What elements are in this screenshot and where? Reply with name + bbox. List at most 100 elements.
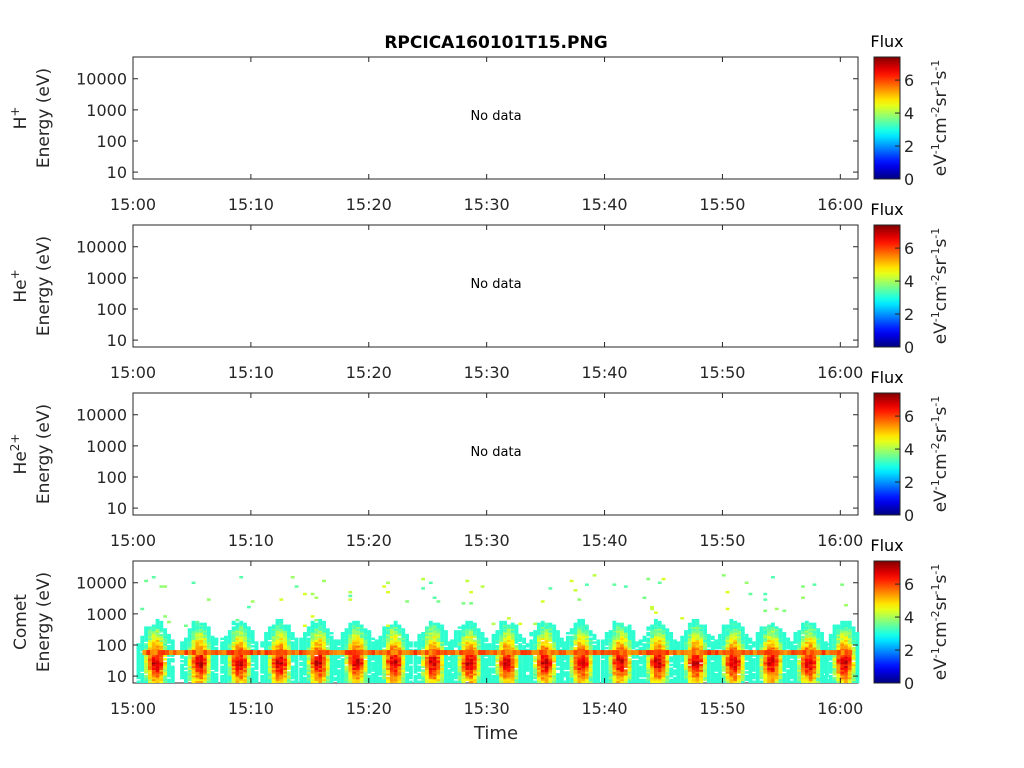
flux-cell bbox=[224, 663, 228, 667]
flux-cell bbox=[187, 656, 192, 659]
flux-cell bbox=[552, 667, 557, 670]
flux-cell bbox=[588, 639, 593, 642]
flux-cell bbox=[413, 667, 418, 670]
flux-cell bbox=[684, 631, 688, 635]
flux-cell bbox=[623, 680, 628, 683]
flux-cell bbox=[695, 645, 700, 648]
flux-cell bbox=[748, 674, 753, 678]
flux-cell bbox=[480, 646, 485, 650]
flux-cell bbox=[569, 671, 574, 674]
flux-cell bbox=[778, 635, 783, 639]
flux-cell bbox=[170, 648, 175, 652]
flux-cell bbox=[789, 676, 794, 680]
flux-cell bbox=[440, 656, 445, 659]
flux-cell bbox=[533, 639, 538, 642]
x-tick-label: 15:10 bbox=[228, 531, 274, 550]
flux-cell bbox=[246, 658, 251, 661]
flux-cell bbox=[444, 671, 448, 674]
flux-cell bbox=[518, 680, 523, 683]
flux-cell bbox=[740, 658, 745, 661]
flux-cell bbox=[669, 637, 674, 641]
flux-cell bbox=[646, 626, 651, 629]
flux-cell bbox=[548, 654, 553, 657]
flux-cell bbox=[665, 639, 670, 642]
flux-cell bbox=[428, 637, 433, 641]
flux-cell bbox=[183, 641, 188, 644]
x-tick-label: 15:30 bbox=[464, 363, 510, 382]
flux-cell bbox=[271, 641, 276, 644]
flux-cell bbox=[159, 659, 164, 663]
flux-cell bbox=[684, 658, 688, 661]
flux-cell bbox=[203, 645, 207, 648]
flux-cell bbox=[356, 639, 360, 642]
flux-cell bbox=[537, 665, 541, 669]
flux-cell bbox=[596, 659, 601, 663]
flux-cell bbox=[374, 678, 379, 682]
flux-cell bbox=[642, 643, 647, 646]
flux-cell bbox=[183, 643, 188, 646]
flux-cell bbox=[506, 654, 511, 657]
flux-cell bbox=[314, 635, 319, 639]
flux-cell bbox=[246, 654, 251, 657]
flux-cell bbox=[721, 669, 726, 672]
flux-cell bbox=[573, 630, 578, 633]
flux-cell bbox=[657, 678, 662, 682]
flux-cell bbox=[552, 643, 557, 646]
flux-cell bbox=[518, 669, 523, 672]
flux-cell bbox=[476, 673, 481, 676]
flux-cell bbox=[529, 673, 534, 676]
flux-cell bbox=[322, 643, 326, 646]
flux-cell bbox=[453, 665, 458, 669]
flux-cell bbox=[191, 637, 196, 641]
flux-cell bbox=[264, 654, 268, 657]
flux-cell bbox=[227, 669, 232, 672]
flux-cell bbox=[235, 663, 240, 667]
flux-cell bbox=[755, 665, 760, 669]
flux-cell bbox=[581, 673, 586, 676]
flux-cell bbox=[140, 641, 145, 644]
flux-cell bbox=[476, 680, 481, 683]
flux-cell bbox=[638, 665, 643, 669]
flux-cell bbox=[703, 631, 707, 635]
flux-cell bbox=[714, 643, 718, 646]
flux-cell bbox=[136, 674, 141, 678]
flux-cell bbox=[444, 630, 448, 633]
flux-cell bbox=[457, 667, 462, 670]
flux-cell bbox=[721, 674, 726, 678]
flux-cell bbox=[405, 667, 410, 670]
flux-cell bbox=[774, 658, 779, 661]
flux-cell bbox=[588, 646, 593, 650]
flux-cell bbox=[199, 630, 204, 633]
flux-cell bbox=[352, 639, 357, 642]
flux-cell bbox=[303, 635, 307, 639]
flux-cell bbox=[382, 643, 387, 646]
flux-cell bbox=[623, 648, 628, 652]
flux-cell bbox=[303, 656, 307, 659]
flux-cell bbox=[409, 658, 413, 661]
flux-cell bbox=[378, 661, 383, 665]
flux-cell bbox=[469, 641, 474, 644]
flux-cell bbox=[596, 671, 601, 674]
flux-cell bbox=[409, 667, 413, 670]
flux-cell bbox=[559, 674, 564, 678]
flux-cell bbox=[155, 645, 160, 648]
flux-cell bbox=[159, 671, 164, 674]
flux-cell bbox=[653, 674, 658, 678]
flux-cell bbox=[359, 631, 364, 635]
flux-cell bbox=[653, 680, 658, 683]
flux-cell bbox=[203, 678, 207, 682]
flux-cell bbox=[250, 637, 255, 641]
flux-cell bbox=[428, 646, 433, 650]
flux-cell bbox=[359, 678, 364, 682]
flux-cell bbox=[573, 641, 578, 644]
flux-cell bbox=[180, 646, 184, 650]
flux-cell bbox=[616, 658, 621, 661]
flux-cell bbox=[789, 659, 794, 663]
flux-cell bbox=[596, 669, 601, 672]
flux-cell bbox=[440, 665, 445, 669]
flux-cell bbox=[393, 631, 398, 635]
flux-cell bbox=[733, 635, 738, 639]
flux-cell bbox=[661, 630, 666, 633]
flux-cell bbox=[363, 661, 368, 665]
flux-cell bbox=[684, 656, 688, 659]
